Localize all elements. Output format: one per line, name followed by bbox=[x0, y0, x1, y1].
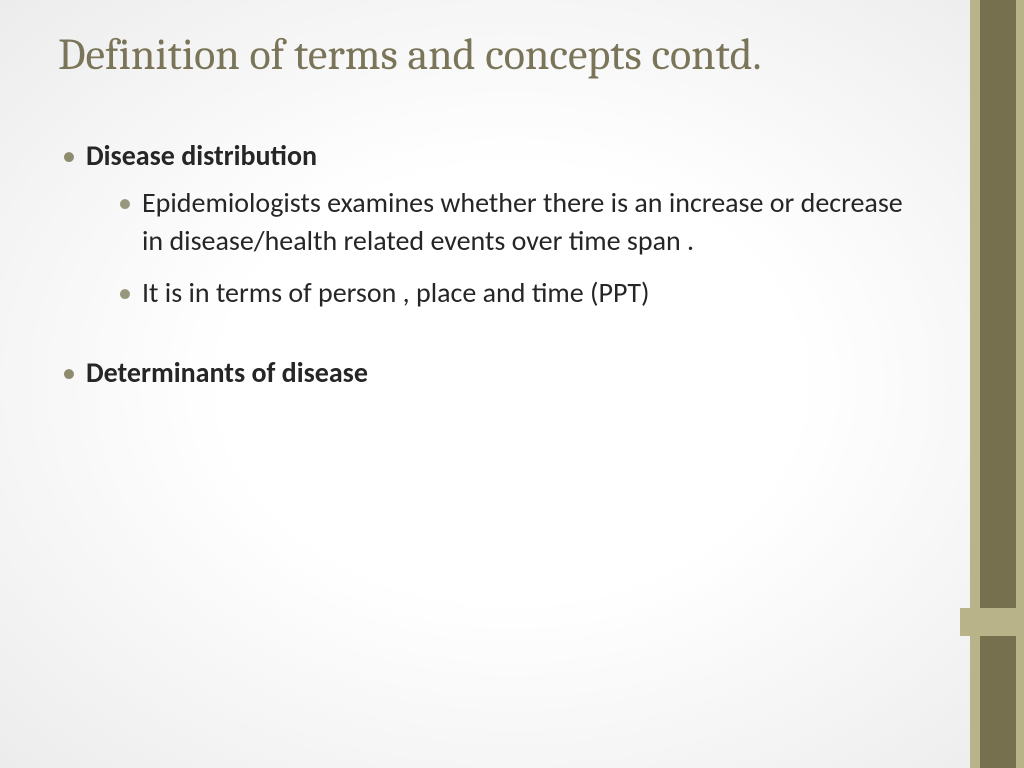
list-item: Disease distribution Epidemiologists exa… bbox=[58, 137, 920, 312]
slide-content: Definition of terms and concepts contd. … bbox=[0, 0, 960, 768]
side-accent bbox=[960, 608, 1016, 636]
list-item-label: Determinants of disease bbox=[86, 355, 368, 390]
list-item: Determinants of disease bbox=[58, 354, 920, 392]
list-item-label: Disease distribution bbox=[86, 138, 317, 173]
bullet-list-level1: Disease distribution Epidemiologists exa… bbox=[58, 137, 920, 392]
list-item-label: It is in terms of person , place and tim… bbox=[142, 275, 649, 310]
side-bar-inner bbox=[980, 0, 1016, 768]
bullet-list-level2: Epidemiologists examines whether there i… bbox=[86, 184, 920, 311]
list-item: Epidemiologists examines whether there i… bbox=[116, 184, 920, 260]
slide-title: Definition of terms and concepts contd. bbox=[58, 30, 920, 81]
list-item-label: Epidemiologists examines whether there i… bbox=[142, 185, 903, 258]
list-item: It is in terms of person , place and tim… bbox=[116, 274, 920, 312]
